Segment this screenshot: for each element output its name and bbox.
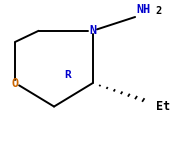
- Text: N: N: [89, 24, 96, 37]
- Text: O: O: [12, 77, 19, 90]
- Text: 2: 2: [155, 6, 162, 16]
- Text: NH: NH: [136, 3, 150, 16]
- Text: R: R: [64, 70, 71, 80]
- Text: Et: Et: [156, 100, 171, 113]
